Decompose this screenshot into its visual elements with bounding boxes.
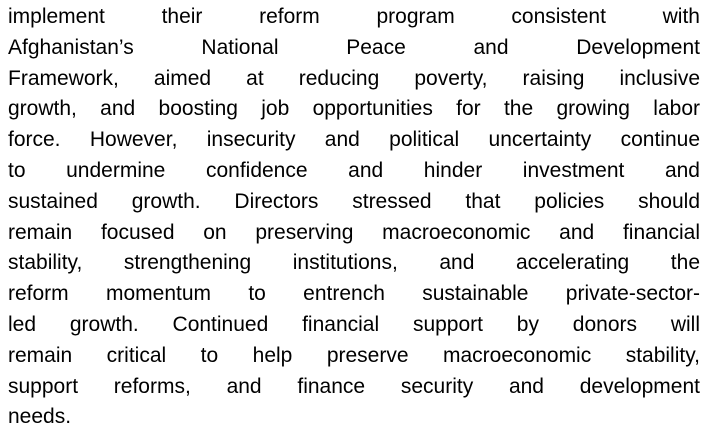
text-line: implement their reform program consisten… (8, 5, 700, 28)
text-line: sustained growth. Directors stressed tha… (8, 189, 700, 213)
text-line: remain focused on preserving macroeconom… (8, 220, 700, 244)
text-line: reform momentum to entrench sustainable … (8, 282, 700, 306)
text-line: to undermine confidence and hinder inves… (8, 158, 700, 182)
text-line: growth, and boosting job opportunities f… (8, 97, 700, 121)
text-line: Framework, aimed at reducing poverty, ra… (8, 66, 700, 90)
text-line: led growth. Continued financial support … (8, 312, 700, 336)
text-line: needs. (8, 405, 72, 429)
text-line: stability, strengthening institutions, a… (8, 251, 700, 275)
paragraph: implement their reform program consisten… (8, 2, 700, 433)
text-line: remain critical to help preserve macroec… (8, 343, 700, 367)
text-line: support reforms, and finance security an… (8, 374, 700, 398)
text-line: force. However, insecurity and political… (8, 128, 700, 152)
text-line: Afghanistan’s National Peace and Develop… (8, 35, 700, 59)
